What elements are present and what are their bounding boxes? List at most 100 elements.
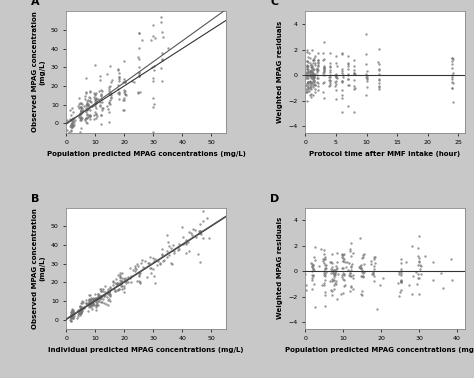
Point: [347, 266, 355, 273]
Point: [77, 305, 85, 311]
Point: [90, 300, 97, 306]
Point: [76, 116, 84, 122]
Point: [326, 69, 334, 75]
Point: [306, 70, 313, 76]
Point: [196, 259, 204, 265]
Point: [308, 46, 316, 53]
X-axis label: Individual predicted MPAG concentrations (mg/L): Individual predicted MPAG concentrations…: [48, 347, 244, 353]
Point: [311, 86, 319, 92]
Point: [117, 274, 124, 280]
Point: [328, 251, 336, 257]
Point: [308, 264, 316, 270]
Point: [332, 79, 339, 85]
Point: [320, 272, 328, 278]
Point: [81, 93, 89, 99]
Point: [309, 76, 317, 82]
Point: [69, 314, 77, 320]
Point: [311, 82, 319, 88]
Point: [136, 273, 143, 279]
Point: [100, 300, 108, 306]
Point: [149, 78, 156, 84]
Point: [339, 251, 346, 257]
Point: [91, 110, 98, 116]
Point: [70, 123, 77, 129]
Point: [356, 235, 364, 241]
Point: [310, 81, 318, 87]
Point: [81, 103, 88, 109]
Point: [91, 112, 98, 118]
Point: [331, 280, 338, 286]
Point: [88, 307, 95, 313]
Point: [449, 73, 456, 79]
Point: [86, 95, 93, 101]
Point: [359, 274, 367, 280]
Point: [77, 118, 84, 124]
Point: [350, 71, 358, 77]
Point: [330, 267, 337, 273]
Point: [93, 300, 101, 306]
Point: [157, 65, 164, 71]
Point: [86, 98, 93, 104]
Point: [332, 74, 340, 80]
Point: [85, 300, 92, 306]
Point: [327, 77, 334, 83]
Point: [346, 273, 354, 279]
Point: [82, 109, 90, 115]
Point: [87, 292, 94, 298]
Point: [78, 301, 85, 307]
Point: [134, 89, 142, 95]
Point: [310, 267, 318, 273]
Point: [375, 84, 383, 90]
Point: [375, 46, 383, 52]
Point: [331, 272, 339, 278]
Point: [75, 307, 82, 313]
Point: [151, 258, 158, 264]
Point: [113, 282, 121, 288]
Point: [328, 264, 336, 270]
Point: [415, 255, 423, 261]
Point: [98, 294, 105, 301]
Point: [309, 272, 316, 278]
Point: [113, 281, 121, 287]
Point: [106, 86, 113, 92]
Point: [67, 318, 75, 324]
Point: [93, 296, 100, 302]
Point: [308, 70, 316, 76]
Point: [86, 297, 94, 303]
Point: [303, 66, 310, 72]
Point: [406, 282, 413, 288]
Point: [169, 242, 177, 248]
Point: [339, 258, 347, 264]
Point: [305, 59, 312, 65]
Point: [348, 261, 356, 267]
Point: [338, 273, 346, 279]
Point: [340, 256, 348, 262]
Point: [338, 51, 346, 57]
Point: [303, 47, 310, 53]
Point: [322, 289, 329, 295]
Point: [309, 271, 317, 277]
Point: [159, 77, 166, 84]
Point: [339, 270, 347, 276]
Point: [397, 289, 404, 295]
Point: [164, 232, 171, 238]
Point: [103, 294, 110, 300]
Point: [86, 113, 94, 119]
Point: [326, 74, 333, 80]
Point: [170, 248, 178, 254]
Point: [75, 95, 82, 101]
Point: [339, 252, 346, 258]
Point: [303, 88, 311, 94]
Point: [333, 296, 341, 302]
Point: [112, 276, 119, 282]
Point: [84, 302, 92, 308]
Point: [85, 112, 93, 118]
Point: [357, 273, 365, 279]
Point: [310, 78, 318, 84]
Point: [106, 289, 113, 295]
Point: [154, 262, 161, 268]
Point: [136, 30, 143, 36]
Point: [137, 260, 144, 266]
Point: [146, 265, 154, 271]
Point: [128, 78, 136, 84]
